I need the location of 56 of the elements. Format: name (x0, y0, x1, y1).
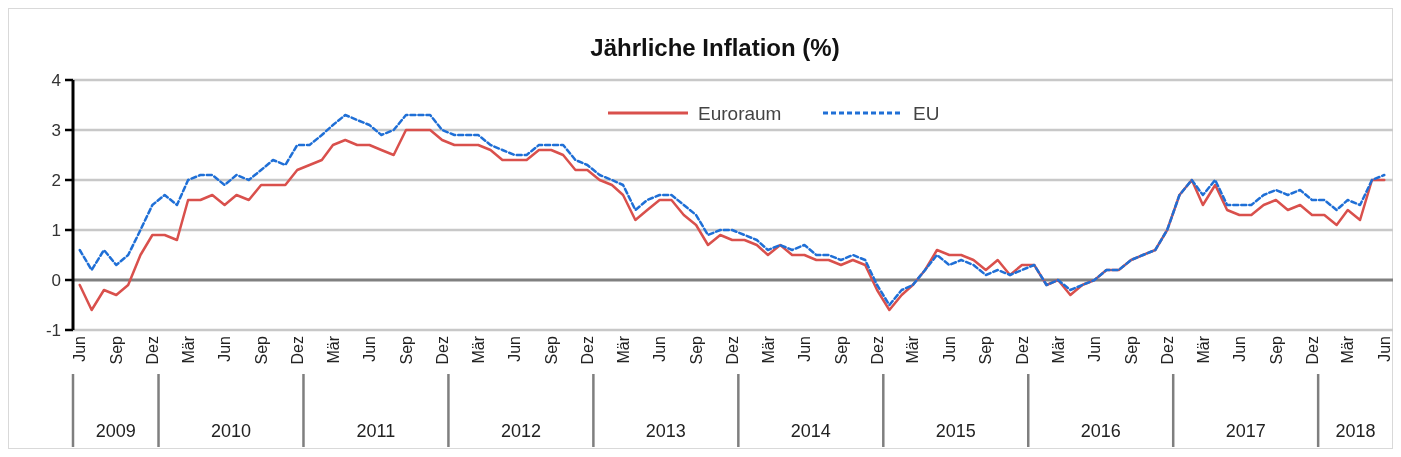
x-tick-label: Mär (904, 335, 922, 364)
x-tick-label: Mär (614, 335, 632, 364)
x-tick-label: Sep (977, 335, 995, 365)
x-tick-label: Mär (1049, 335, 1067, 364)
x-tick-label: Dez (1013, 336, 1031, 365)
x-tick-label: Sep (107, 335, 125, 365)
y-tick-label: 0 (51, 270, 61, 290)
text: 2018 (1335, 421, 1376, 441)
x-tick-label: Jun (1231, 336, 1249, 362)
x-tick-label: Jun (506, 336, 524, 362)
x-tick-label: Dez (143, 336, 161, 365)
x-tick-label: Sep (1122, 335, 1140, 365)
legend-label: Euroraum (698, 102, 782, 124)
x-tick-label: Sep (1267, 335, 1285, 365)
x-tick-label: Dez (868, 336, 886, 365)
x-tick-label: Jun (1086, 336, 1104, 362)
x-tick-label: Mär (1194, 335, 1212, 364)
x-tick-label: Sep (397, 335, 415, 365)
x-tick-label: Sep (687, 335, 705, 365)
x-tick-label: Jun (651, 336, 669, 362)
text: 2010 (210, 421, 252, 441)
chart-title: Jährliche Inflation (%) (590, 34, 840, 61)
text: 2015 (935, 421, 976, 441)
y-tick-label: 1 (51, 220, 61, 240)
text: 2017 (1225, 421, 1266, 441)
y-tick-label: 4 (51, 70, 61, 90)
x-tick-label: Sep (542, 335, 560, 365)
x-tick-label: Jun (1375, 336, 1393, 362)
x-tick-label: Dez (433, 336, 451, 365)
x-tick-label: Mär (469, 335, 487, 364)
x-tick-label: Mär (1339, 335, 1357, 364)
x-tick-label: Jun (71, 336, 89, 362)
text: 2013 (645, 421, 686, 441)
y-tick-label: 3 (51, 120, 61, 140)
text: 2011 (356, 421, 396, 441)
x-tick-label: Mär (759, 335, 777, 364)
x-tick-label: Jun (796, 336, 814, 362)
x-tick-label: Mär (324, 335, 342, 364)
x-tick-label: Sep (832, 335, 850, 365)
x-tick-label: Jun (940, 336, 958, 362)
text: 2012 (500, 421, 541, 441)
x-tick-label: Dez (723, 336, 741, 365)
text: 2014 (790, 421, 831, 441)
x-tick-label: Dez (578, 336, 596, 365)
x-tick-label: Dez (1303, 336, 1321, 365)
y-tick-label: -1 (45, 320, 61, 340)
x-tick-label: Jun (216, 336, 234, 362)
x-tick-label: Jun (361, 336, 379, 362)
y-tick-label: 2 (51, 170, 61, 190)
x-tick-label: Dez (288, 336, 306, 365)
x-tick-label: Dez (1158, 336, 1176, 365)
text: 2016 (1080, 421, 1121, 441)
x-tick-label: Sep (252, 335, 270, 365)
text: 2009 (95, 421, 136, 441)
x-tick-label: Mär (179, 335, 197, 364)
legend-label: EU (913, 102, 940, 124)
